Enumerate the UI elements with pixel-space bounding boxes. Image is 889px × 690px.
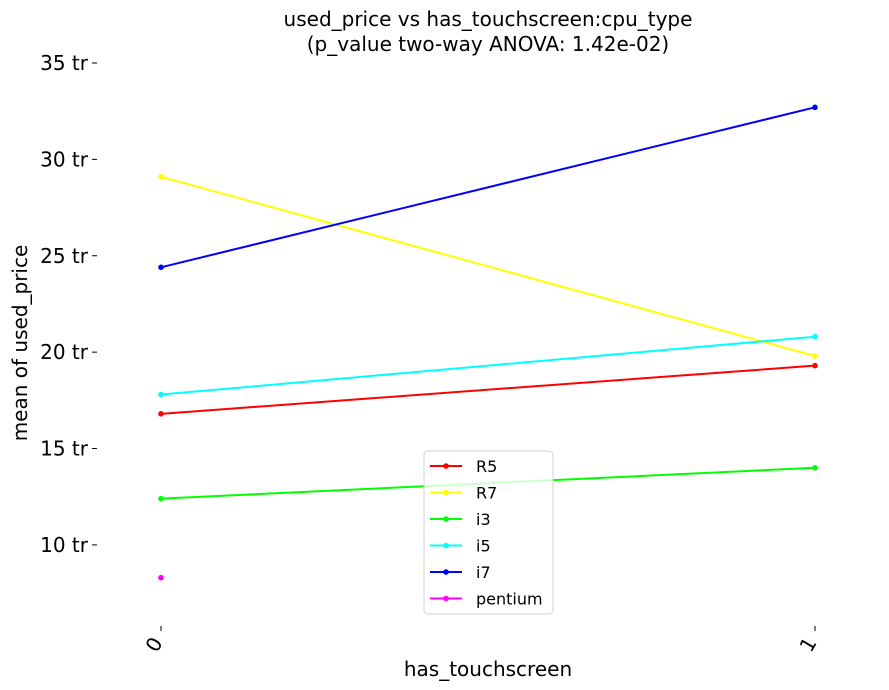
- legend-swatch-marker: [443, 595, 449, 602]
- legend-label: i7: [476, 563, 491, 582]
- y-tick-label: 25 tr: [40, 244, 89, 268]
- series-layer: [158, 104, 818, 581]
- series-pentium: [158, 574, 164, 581]
- legend-label: R7: [476, 484, 497, 503]
- legend-swatch-marker: [443, 516, 449, 522]
- y-tick-label: 10 tr: [40, 533, 89, 557]
- data-point: [812, 362, 818, 369]
- x-tick-label: 0: [140, 633, 167, 656]
- legend-swatch-marker: [443, 569, 449, 575]
- y-axis-label: mean of used_price: [8, 245, 32, 442]
- y-tick-label: 15 tr: [40, 437, 89, 461]
- legend-label: i3: [476, 510, 491, 529]
- series-R5: [158, 362, 818, 417]
- legend-item: i3: [430, 510, 491, 529]
- data-point: [158, 411, 164, 417]
- legend-label: i5: [476, 537, 491, 556]
- legend-swatch-marker: [443, 463, 449, 469]
- legend-item: pentium: [430, 590, 543, 609]
- data-point: [812, 464, 818, 471]
- legend-item: i7: [430, 563, 491, 582]
- data-point: [812, 104, 818, 111]
- legend-label: pentium: [476, 590, 543, 609]
- legend-swatch-marker: [443, 542, 449, 549]
- y-axis: 10 tr 15 tr 20 tr 25 tr 30 tr 35 tr: [40, 51, 97, 557]
- chart-subtitle: (p_value two-way ANOVA: 1.42e-02): [307, 32, 669, 56]
- data-point: [812, 333, 818, 340]
- series-R7: [158, 173, 818, 359]
- series-line: [160, 335, 816, 396]
- legend-item: i5: [430, 537, 491, 556]
- legend-label: R5: [476, 457, 497, 476]
- data-point: [158, 495, 164, 502]
- x-tick-label: 1: [794, 633, 821, 656]
- data-point: [158, 574, 164, 581]
- chart-title: used_price vs has_touchscreen:cpu_type: [284, 7, 693, 31]
- legend-swatch-marker: [443, 489, 449, 496]
- data-point: [158, 264, 164, 271]
- y-tick-label: 20 tr: [40, 340, 89, 364]
- data-point: [158, 173, 164, 180]
- series-i7: [158, 104, 818, 271]
- legend-item: R5: [430, 457, 497, 476]
- series-line: [160, 106, 816, 269]
- y-tick-label: 35 tr: [40, 51, 89, 75]
- legend-item: R7: [430, 484, 497, 503]
- series-line: [160, 175, 816, 357]
- data-point: [812, 353, 818, 359]
- x-axis-label: has_touchscreen: [404, 657, 572, 681]
- y-tick-label: 30 tr: [40, 147, 89, 171]
- series-line: [160, 364, 816, 415]
- data-point: [158, 391, 164, 398]
- series-i5: [158, 333, 818, 398]
- legend: R5 R7 i3 i5 i7 pentium: [423, 450, 554, 615]
